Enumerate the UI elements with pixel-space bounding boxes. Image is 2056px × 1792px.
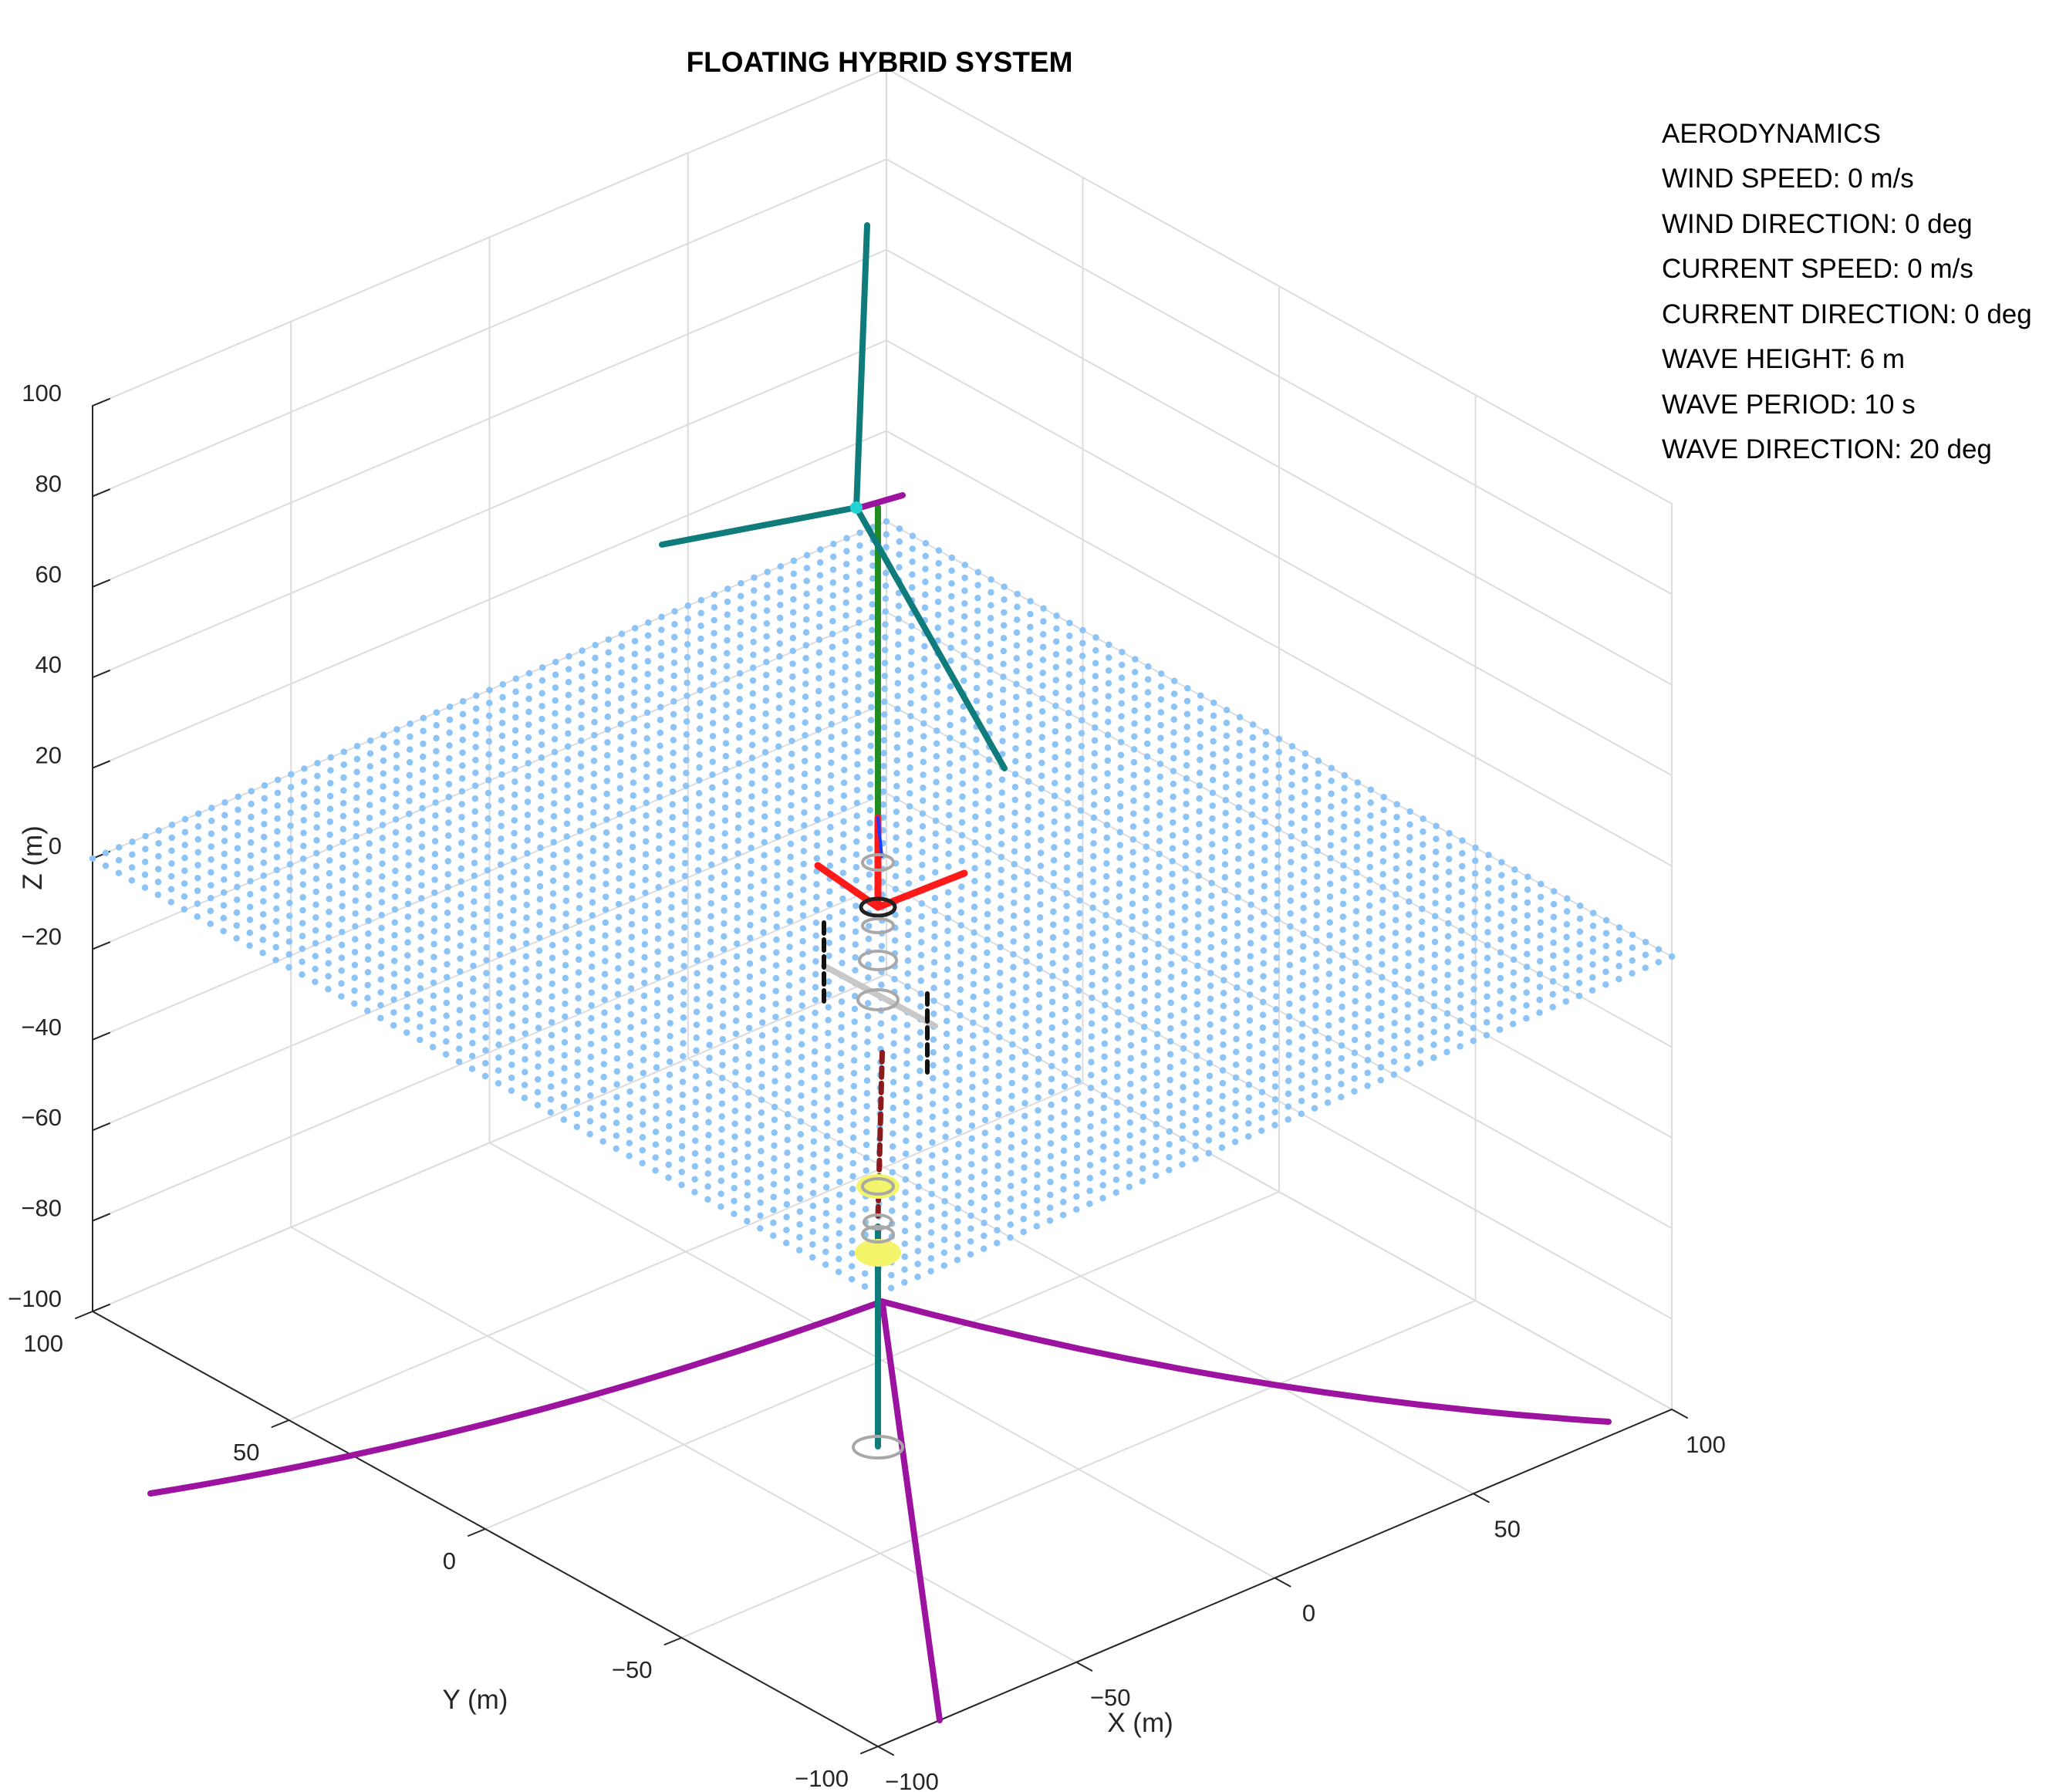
grid-line xyxy=(886,339,1673,777)
grid-line xyxy=(92,248,887,588)
z-tick-mark xyxy=(92,1213,110,1222)
grid-line xyxy=(92,974,887,1312)
z-tick-label: −100 xyxy=(8,1285,62,1312)
ring xyxy=(861,853,895,872)
z-tick-label: 60 xyxy=(35,561,62,588)
info-panel: AERODYNAMICS WIND SPEED: 0 m/s WIND DIRE… xyxy=(1662,119,2032,464)
info-line: WAVE HEIGHT: 6 m xyxy=(1662,344,1905,374)
grid-line xyxy=(92,430,887,769)
ring xyxy=(861,1225,895,1244)
fairlead-marker xyxy=(855,1239,901,1267)
tick-labels: −100 −50 0 50 100 −100 −50 0 50 100 −100 −80 −60 −40 −… xyxy=(8,380,1726,1792)
blade xyxy=(853,505,1008,771)
z-tick-label: −20 xyxy=(21,923,62,950)
x-tick-label: −100 xyxy=(885,1768,939,1792)
z-tick-mark xyxy=(92,760,110,769)
y-axis-label: Y (m) xyxy=(443,1685,508,1715)
ring xyxy=(852,1435,904,1460)
axis-lines xyxy=(75,398,1688,1756)
info-line: WIND SPEED: 0 m/s xyxy=(1662,164,1914,194)
y-tick-label: 0 xyxy=(443,1547,456,1574)
z-tick-label: 80 xyxy=(35,470,62,497)
z-tick-mark xyxy=(92,398,110,407)
info-line: WAVE DIRECTION: 20 deg xyxy=(1662,434,1992,464)
ring xyxy=(859,896,897,918)
grid-line xyxy=(886,158,1673,596)
info-line: CURRENT SPEED: 0 m/s xyxy=(1662,254,1973,284)
ring xyxy=(858,950,898,971)
info-line: WIND DIRECTION: 0 deg xyxy=(1662,209,1973,239)
blade xyxy=(853,222,870,511)
z-tick-label: −40 xyxy=(21,1014,62,1041)
y-tick-label: −100 xyxy=(795,1765,849,1792)
info-line: CURRENT DIRECTION: 0 deg xyxy=(1662,299,2032,329)
x-tick-label: 100 xyxy=(1686,1431,1726,1458)
x-tick-label: 0 xyxy=(1302,1600,1315,1627)
z-tick-label: −80 xyxy=(21,1195,62,1222)
grid-line xyxy=(92,68,887,407)
grid-line xyxy=(886,430,1673,867)
ring xyxy=(856,988,900,1011)
z-tick-label: 40 xyxy=(35,651,62,678)
x-axis-label: X (m) xyxy=(1107,1708,1173,1738)
x-tick-mark xyxy=(877,1746,894,1756)
z-tick-mark xyxy=(92,488,110,498)
hub xyxy=(850,501,863,514)
z-tick-label: −60 xyxy=(21,1104,62,1131)
ring xyxy=(861,917,895,934)
y-tick-mark xyxy=(271,1419,290,1428)
z-tick-mark xyxy=(92,1031,110,1041)
z-tick-mark xyxy=(92,579,110,588)
grid-line xyxy=(886,883,1673,1320)
grid-line xyxy=(92,883,887,1222)
z-tick-label: 20 xyxy=(35,742,62,769)
grid-line xyxy=(886,792,1673,1230)
grid-line xyxy=(92,158,887,498)
mooring-line xyxy=(879,1298,1612,1425)
z-tick-label: 100 xyxy=(22,380,62,407)
z-tick-mark xyxy=(92,1122,110,1132)
z-tick-mark xyxy=(92,670,110,679)
mooring-lines xyxy=(147,1298,1612,1723)
grid-line xyxy=(886,248,1673,686)
grid-line xyxy=(886,68,1673,505)
y-tick-label: 50 xyxy=(233,1439,259,1466)
z-tick-mark xyxy=(92,1304,110,1312)
x-tick-mark xyxy=(1671,1409,1688,1419)
grid-line xyxy=(886,974,1673,1410)
ring xyxy=(863,1213,893,1230)
grid-line xyxy=(288,1082,1084,1421)
x-tick-label: 50 xyxy=(1494,1515,1521,1542)
info-line: WAVE PERIOD: 10 s xyxy=(1662,390,1916,420)
y-tick-mark xyxy=(663,1637,683,1645)
grid-line xyxy=(680,1300,1477,1638)
z-tick-label: 0 xyxy=(49,832,62,859)
x-tick-label: −50 xyxy=(1090,1684,1131,1711)
z-axis-label: Z (m) xyxy=(18,825,48,890)
info-line: AERODYNAMICS xyxy=(1662,119,1881,149)
brace-arm xyxy=(821,963,938,1029)
mooring-line xyxy=(879,1298,943,1723)
z-tick-mark xyxy=(92,941,110,950)
grid-line xyxy=(484,1191,1280,1530)
floating-structure xyxy=(659,222,1008,1460)
x-tick-mark xyxy=(1274,1577,1291,1588)
y-tick-label: −50 xyxy=(612,1656,653,1683)
platform-arm-edge xyxy=(876,816,883,858)
grid-line xyxy=(92,339,887,679)
x-tick-mark xyxy=(1075,1661,1093,1672)
nacelle xyxy=(852,492,906,512)
y-tick-mark xyxy=(75,1311,93,1319)
ring xyxy=(861,1177,895,1196)
grid-line xyxy=(92,792,887,1132)
chart-title: FLOATING HYBRID SYSTEM xyxy=(687,46,1073,78)
mooring-line xyxy=(147,1298,886,1497)
x-tick-mark xyxy=(1472,1493,1490,1503)
y-tick-label: 100 xyxy=(23,1330,63,1357)
y-tick-mark xyxy=(468,1528,486,1537)
y-tick-mark xyxy=(860,1746,879,1754)
blade xyxy=(659,505,859,548)
